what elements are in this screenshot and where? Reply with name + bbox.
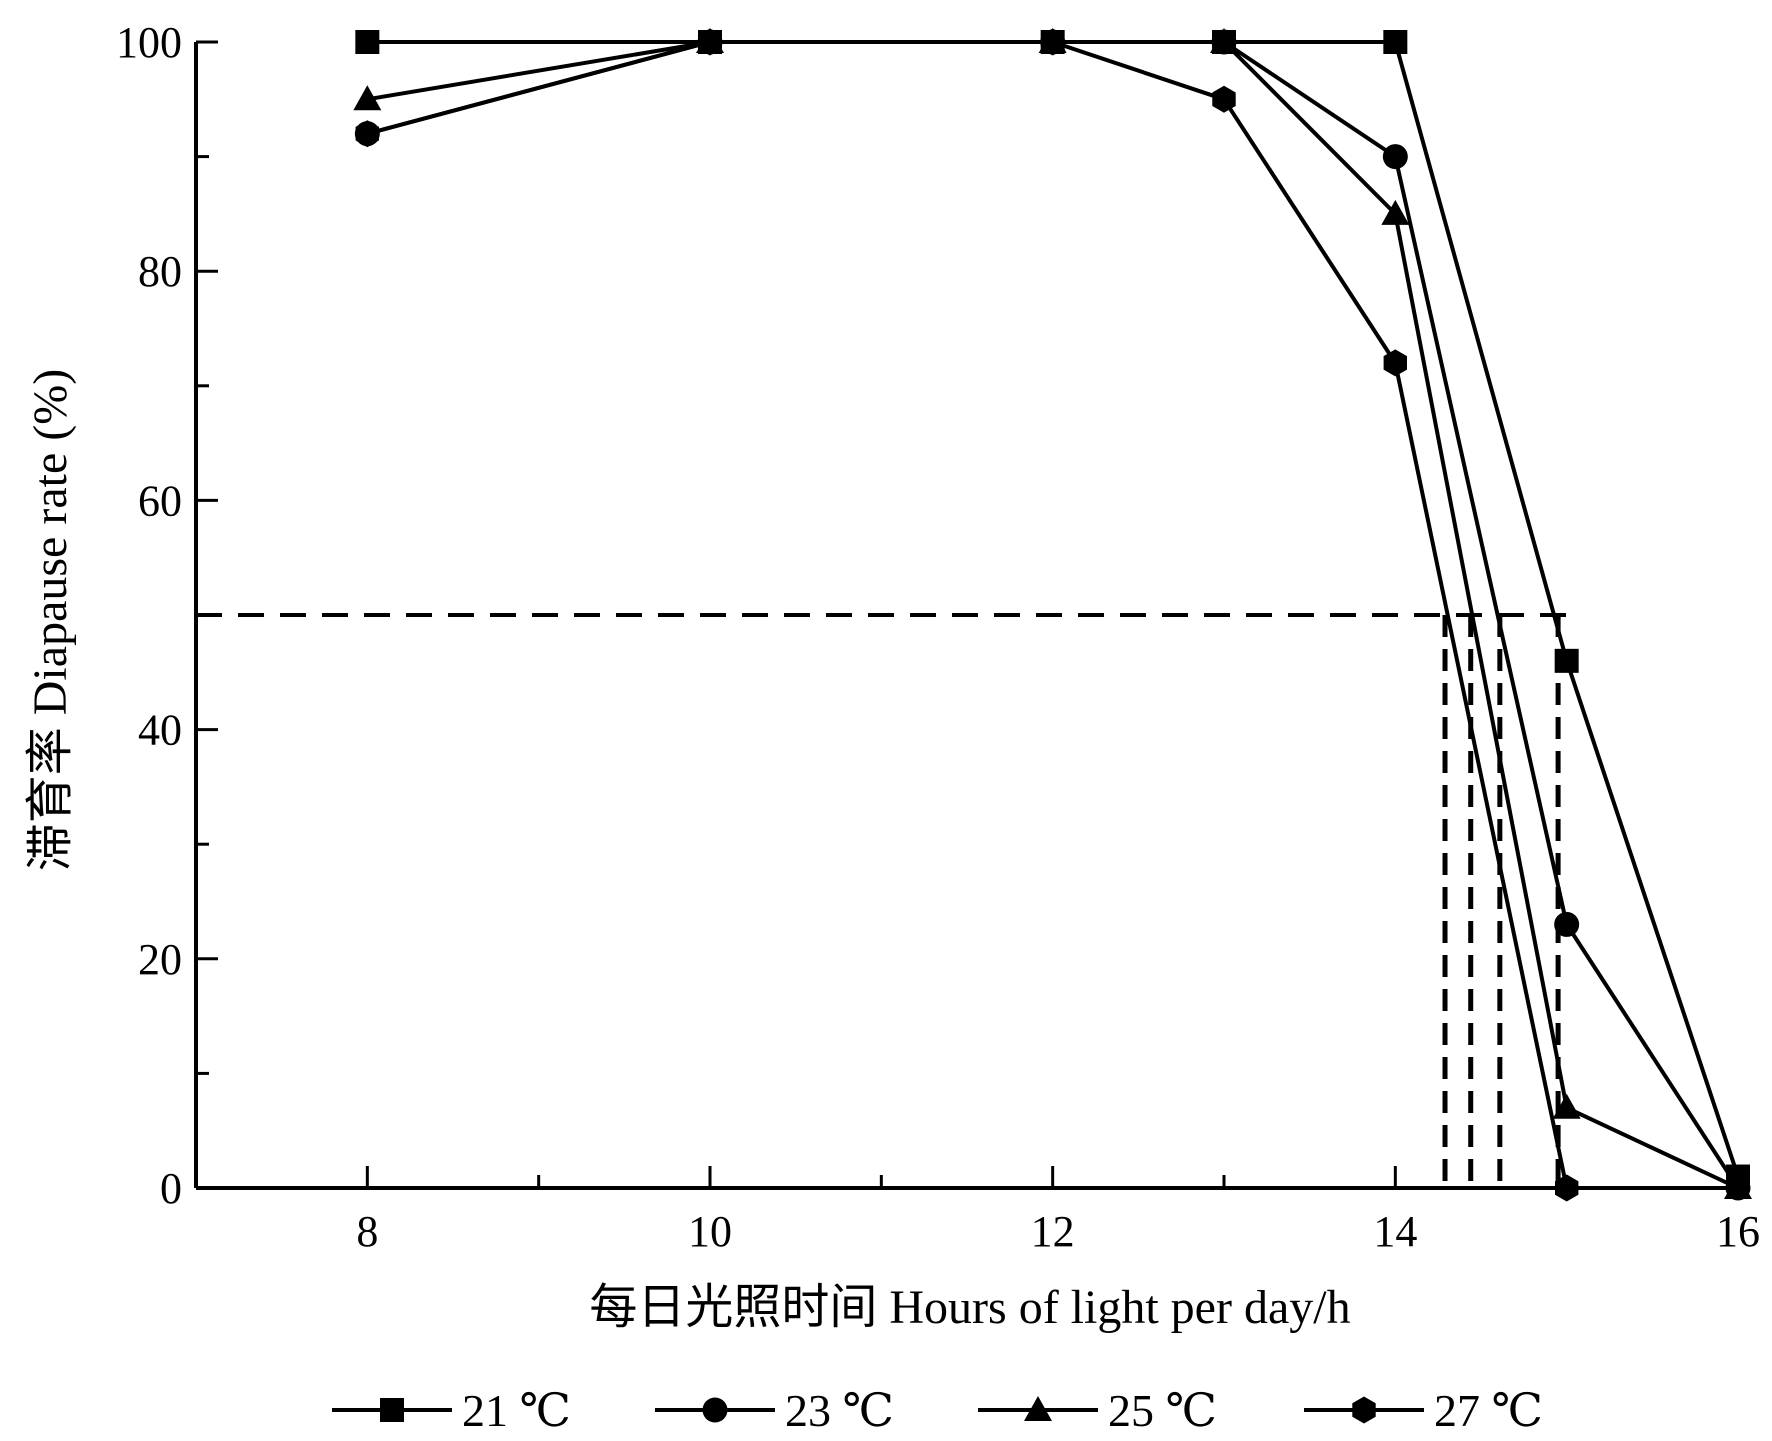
data-point [1724,1174,1752,1199]
data-point [1212,85,1236,113]
data-point [1554,911,1580,937]
y-axis-label: 滞育率 Diapause rate (%) [24,369,77,871]
data-point [1210,28,1238,53]
legend-marker [1024,1396,1052,1421]
data-point [353,85,382,111]
series-0 [355,30,1750,1189]
y-tick-label: 80 [138,247,182,296]
y-tick-label: 40 [138,706,182,755]
legend-label: 23 ℃ [785,1385,894,1436]
data-point [355,120,379,148]
data-point [1041,28,1065,56]
data-point [1552,1093,1581,1119]
series-line [366,40,1569,1189]
data-point [1382,144,1408,170]
legend-item: 27 ℃ [1304,1385,1543,1436]
reference-lines [196,613,1567,1188]
legend-marker [702,1397,728,1423]
data-point [355,30,380,54]
data-point [1554,648,1579,673]
legend-marker [380,1398,404,1422]
legend: 21 ℃ 23 ℃ 25 ℃ 27 ℃ [332,1385,1543,1436]
legend-marker [1352,1396,1376,1424]
series-3 [355,28,1579,1202]
data-point [1555,1174,1579,1202]
data-point [1381,199,1410,225]
x-tick-label: 12 [1031,1207,1075,1256]
x-tick-label: 8 [356,1207,378,1256]
y-tick-label: 60 [138,476,182,525]
y-tick-label: 20 [138,935,182,984]
legend-label: 25 ℃ [1108,1385,1217,1436]
x-tick-label: 10 [688,1207,732,1256]
data-point [698,28,722,56]
tick-labels: 0 20 40 60 80 100 8 10 12 14 16 [116,18,1760,1256]
x-axis-label: 每日光照时间 Hours of light per day/h [589,1281,1350,1334]
x-tick-label: 16 [1716,1207,1760,1256]
x-tick-label: 14 [1373,1207,1417,1256]
legend-item: 21 ℃ [332,1385,571,1436]
y-tick-label: 100 [116,18,182,67]
series-line [367,40,1740,1178]
series-layer [353,28,1752,1202]
data-point [1383,30,1408,54]
legend-label: 27 ℃ [1434,1385,1543,1436]
legend-item: 23 ℃ [655,1385,894,1436]
data-point [1383,349,1407,377]
legend-item: 25 ℃ [978,1385,1217,1436]
y-tick-label: 0 [160,1164,182,1213]
legend-label: 21 ℃ [462,1385,571,1436]
